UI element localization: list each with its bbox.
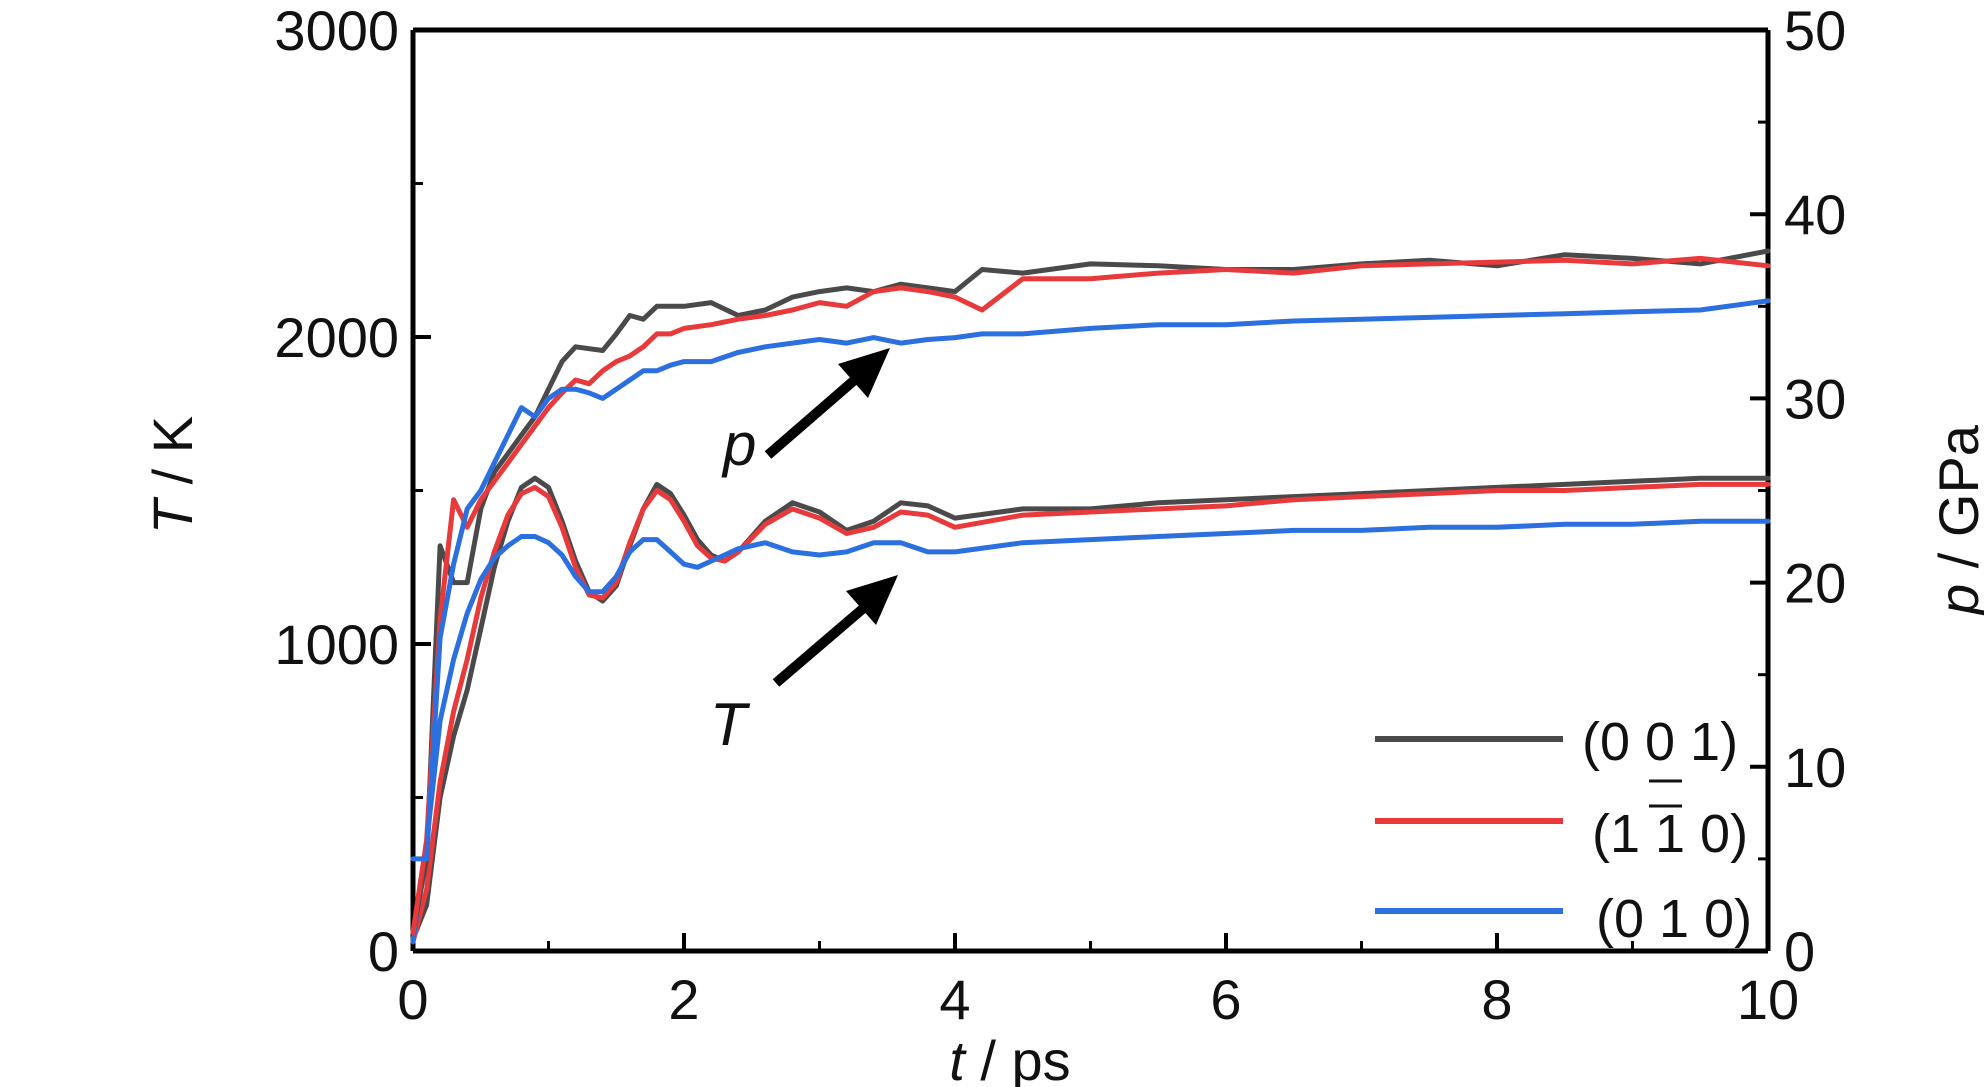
- y-right-tick-label: 20: [1784, 552, 1846, 615]
- series-line-p: [410, 248, 1771, 936]
- annotation-p-arrow: [764, 373, 862, 459]
- x-tick-label: 10: [1737, 968, 1799, 1031]
- y-right-tick-label: 0: [1784, 920, 1815, 983]
- y-right-tick-label: 40: [1784, 183, 1846, 246]
- y-right-tick-label: 50: [1784, 0, 1846, 62]
- series-line-p: [410, 255, 1771, 936]
- series-line-t: [410, 518, 1771, 945]
- y-right-tick-label: 30: [1784, 367, 1846, 430]
- y-left-tick-label: 2000: [274, 306, 399, 369]
- legend: (0 0 1) (1 1 0) (0 1 0): [1375, 712, 1752, 949]
- x-tick-label: 4: [939, 968, 970, 1031]
- x-tick-label: 2: [668, 968, 699, 1031]
- x-axis-label: t / ps: [949, 1029, 1070, 1087]
- x-tick-label: 6: [1210, 968, 1241, 1031]
- series-layer: [410, 248, 1771, 945]
- y-left-tick-label: 3000: [274, 0, 399, 62]
- series-line-t: [410, 481, 1771, 945]
- right-axis-label-var: p: [1927, 584, 1984, 617]
- legend-label-010: (0 1 0): [1596, 889, 1752, 949]
- right-axis-label-rest: / GPa: [1927, 424, 1984, 584]
- x-tick-label: 0: [397, 968, 428, 1031]
- annotation-p-arrowhead: [838, 348, 890, 398]
- legend-label-110: (1 1 0): [1592, 804, 1748, 864]
- annotation-T-label: T: [710, 691, 751, 758]
- series-line-t: [410, 475, 1771, 942]
- left-axis-label-rest: / K: [141, 416, 204, 500]
- y-left-tick-label: 0: [368, 920, 399, 983]
- x-axis-label-rest: / ps: [965, 1029, 1071, 1087]
- y-left-tick-label: 1000: [274, 613, 399, 676]
- legend-label-001: (0 0 1): [1582, 712, 1738, 772]
- annotation-T: T: [710, 575, 898, 758]
- y-right-tick-label: 10: [1784, 736, 1846, 799]
- series-line-p: [410, 298, 1771, 862]
- annotation-p: p: [721, 348, 890, 478]
- left-axis-label-var: T: [141, 496, 204, 534]
- annotation-T-arrowhead: [846, 575, 898, 625]
- annotation-p-label: p: [721, 411, 756, 478]
- annotation-T-arrow: [772, 602, 870, 687]
- right-axis-label: p / GPa: [1927, 424, 1984, 617]
- x-tick-label: 8: [1481, 968, 1512, 1031]
- left-axis-label: T / K: [141, 416, 204, 534]
- ticks: [411, 28, 1770, 953]
- x-axis-label-var: t: [949, 1029, 967, 1087]
